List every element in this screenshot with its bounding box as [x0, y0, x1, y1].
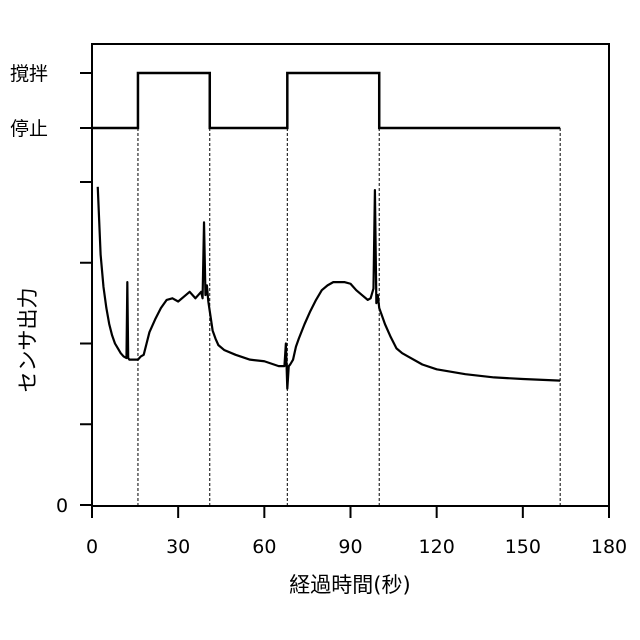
sensor-output-line [98, 187, 560, 389]
x-tick-label-1: 30 [166, 536, 190, 558]
x-tick-label-3: 90 [338, 536, 362, 558]
x-tick-label-2: 60 [252, 536, 276, 558]
x-axis: 0 30 60 90 120 150 180 [86, 506, 627, 558]
x-axis-title: 経過時間(秒) [289, 573, 410, 597]
x-tick-label-5: 150 [505, 536, 541, 558]
stir-signal-line [92, 73, 560, 128]
sensor-output-group [98, 187, 560, 389]
y-axis-title: センサ出力 [16, 288, 40, 393]
x-tick-label-0: 0 [86, 536, 98, 558]
stir-signal-group [92, 73, 560, 128]
y-axis: 0 [56, 73, 92, 517]
y-tick-label-0: 0 [56, 495, 68, 517]
x-tick-label-4: 120 [419, 536, 455, 558]
interval-guides [138, 128, 560, 506]
x-tick-label-6: 180 [591, 536, 627, 558]
state-label-stop: 停止 [10, 118, 48, 140]
plot-frame [92, 44, 609, 506]
state-label-stir: 撹拌 [10, 63, 48, 85]
